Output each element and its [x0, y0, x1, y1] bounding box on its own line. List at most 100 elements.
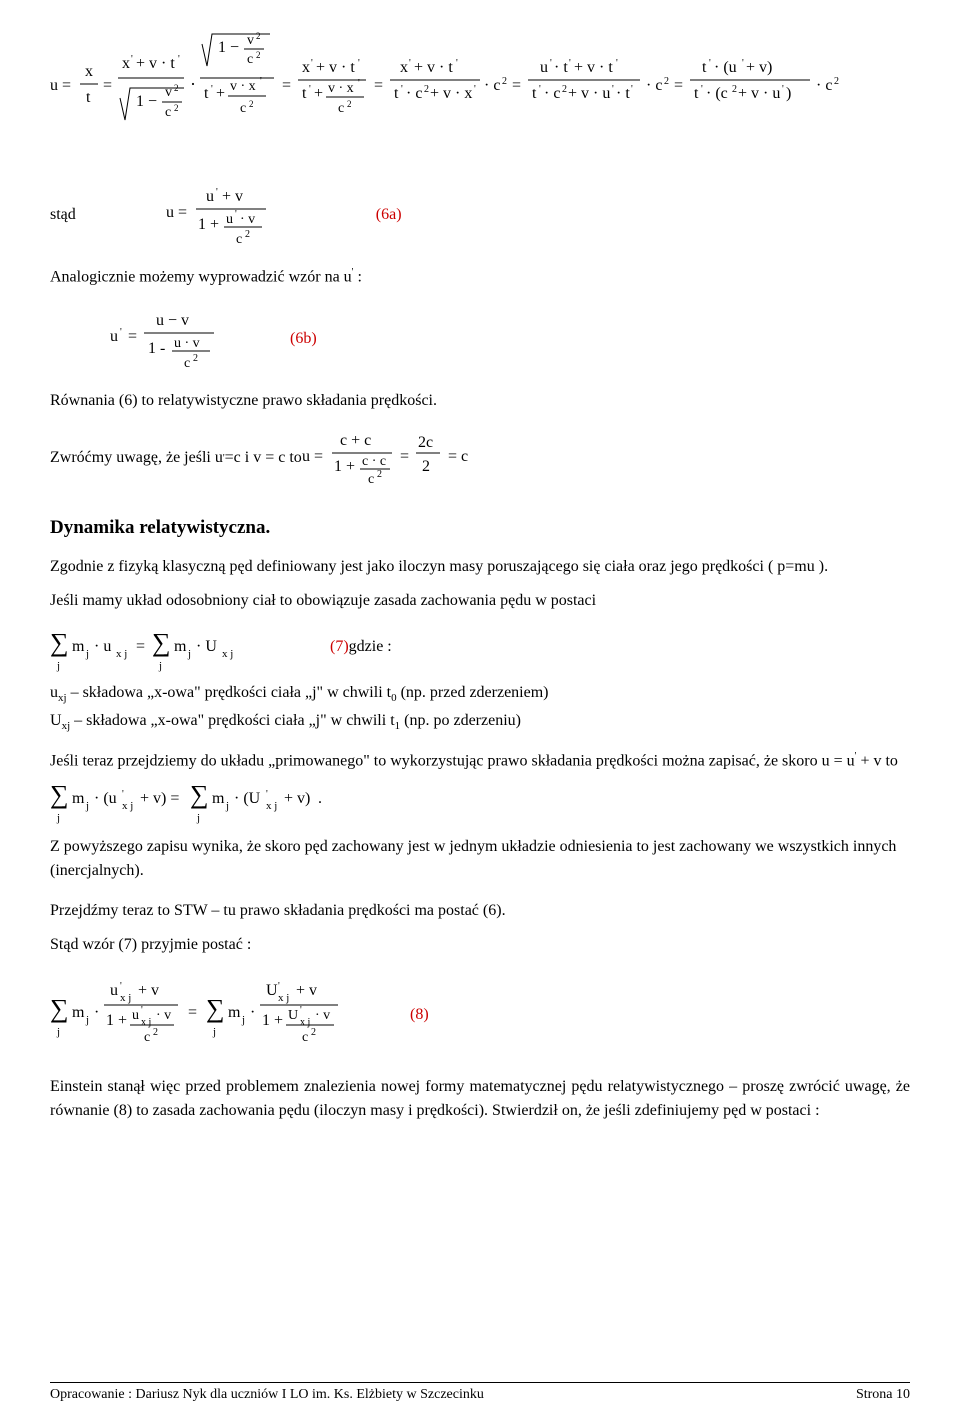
svg-text:1 −: 1 −: [218, 39, 239, 56]
svg-text:·: ·: [250, 1004, 255, 1021]
eq-7: ∑ j mj · ux j = ∑ j mj · Ux j (7) gdzie …: [50, 621, 910, 673]
svg-text:x: x: [400, 59, 408, 76]
svg-text:∑: ∑: [50, 628, 69, 657]
eq7-label: (7): [330, 636, 349, 658]
svg-text:· t: · t: [616, 85, 630, 102]
svg-text:2: 2: [562, 84, 567, 95]
svg-text:c: c: [247, 52, 253, 67]
svg-text:c: c: [302, 1030, 308, 1045]
svg-text:': ': [701, 84, 703, 95]
svg-text:': ': [178, 54, 180, 65]
zapis-text: Z powyższego zapisu wynika, że skoro pęd…: [50, 835, 910, 883]
svg-text:j: j: [85, 800, 89, 812]
svg-text:+ v): + v): [746, 59, 772, 76]
primowane-text: Jeśli teraz przejdziemy do układu „primo…: [50, 749, 910, 825]
svg-text:m: m: [72, 638, 85, 655]
svg-text:': ': [612, 84, 614, 95]
svg-text:j: j: [85, 1014, 89, 1026]
svg-text:+: +: [216, 85, 225, 102]
svg-text:· u: · u: [94, 638, 111, 655]
svg-text:': ': [141, 1005, 143, 1016]
eq-8: ∑ j mj · u'x j + v 1 + u'x j · v c2 = ∑ …: [50, 965, 910, 1065]
svg-text:j: j: [187, 648, 191, 660]
svg-text:=: =: [674, 77, 683, 94]
svg-text:': ': [401, 84, 403, 95]
svg-text:· c: · c: [646, 77, 662, 94]
svg-text:∑: ∑: [206, 994, 225, 1023]
svg-text:': ': [266, 789, 268, 800]
svg-text:+ v · x: + v · x: [430, 85, 472, 102]
svg-text:=: =: [188, 1004, 197, 1021]
svg-text:u · v: u · v: [174, 336, 200, 351]
svg-text:u: u: [110, 982, 118, 999]
svg-text:j: j: [241, 1014, 245, 1026]
svg-text:· (c: · (c: [706, 85, 728, 102]
svg-text:∑: ∑: [152, 628, 171, 657]
svg-text:+ v · u: + v · u: [738, 85, 780, 102]
svg-text:': ': [782, 84, 784, 95]
svg-text:· (u: · (u: [94, 790, 117, 807]
svg-text:': ': [539, 84, 541, 95]
svg-text:· v: · v: [240, 212, 255, 227]
eq6b-label: (6b): [290, 328, 317, 350]
svg-text:=: =: [103, 77, 112, 94]
svg-text:+ v): + v): [284, 790, 310, 807]
svg-text:t: t: [694, 85, 699, 102]
svg-text:· c: · c: [484, 77, 500, 94]
page-footer: Opracowanie : Dariusz Nyk dla uczniów I …: [50, 1382, 910, 1403]
zwrocmy-line: Zwróćmy uwagę, że jeśli u'=c i v = c to …: [50, 423, 910, 493]
svg-text:j: j: [56, 660, 60, 672]
svg-text:c + c: c + c: [340, 432, 371, 449]
svg-text:': ': [358, 78, 360, 89]
svg-text:u: u: [132, 1008, 139, 1023]
svg-text:1 +: 1 +: [106, 1012, 127, 1029]
svg-text:u: u: [226, 212, 233, 227]
uklad-text: Jeśli mamy układ odosobniony ciał to obo…: [50, 589, 910, 613]
svg-text:': ': [616, 58, 618, 69]
svg-text:': ': [235, 209, 237, 220]
svg-text:· v: · v: [315, 1008, 330, 1023]
svg-text:': ': [742, 58, 744, 69]
svg-text:x j: x j: [266, 800, 277, 812]
svg-text:2: 2: [256, 32, 261, 41]
svg-text:c: c: [165, 105, 171, 120]
svg-text:2: 2: [174, 103, 179, 113]
svg-text:=: =: [400, 448, 409, 465]
svg-text:j: j: [196, 812, 200, 824]
svg-text:· (U: · (U: [234, 790, 261, 807]
svg-text:.: .: [318, 790, 322, 807]
stad-label: stąd: [50, 204, 76, 226]
svg-text:=: =: [282, 77, 291, 94]
svg-text:· U: · U: [196, 638, 217, 655]
svg-text:t: t: [302, 85, 307, 102]
svg-text:u =: u =: [50, 77, 71, 94]
svg-text:u =: u =: [302, 448, 323, 465]
svg-text:x j: x j: [300, 1017, 310, 1028]
svg-text:c: c: [240, 101, 246, 116]
svg-text:2: 2: [311, 1027, 316, 1038]
svg-text:1 -: 1 -: [148, 340, 165, 357]
svg-text:x: x: [122, 55, 130, 72]
pmu-text: Zgodnie z fizyką klasyczną pęd definiowa…: [50, 555, 910, 579]
svg-text:+ v · t: + v · t: [136, 55, 175, 72]
svg-text:=: =: [128, 328, 137, 345]
svg-text:': ': [122, 789, 124, 800]
svg-text:2: 2: [153, 1027, 158, 1038]
svg-text:x: x: [302, 59, 310, 76]
svg-text:1 −: 1 −: [136, 93, 157, 110]
svg-text:': ': [409, 58, 411, 69]
svg-text:': ': [260, 76, 262, 87]
svg-text:+ v · t: + v · t: [316, 59, 355, 76]
svg-text:': ': [474, 84, 476, 95]
uxj-desc: uxj – składowa „x-owa" prędkości ciała „…: [50, 681, 910, 707]
svg-text:∑: ∑: [190, 780, 209, 809]
svg-text:2: 2: [502, 76, 507, 87]
svg-text:v · x: v · x: [328, 81, 354, 96]
svg-text:c: c: [184, 356, 190, 371]
svg-text:2: 2: [732, 84, 737, 95]
analog-text: Analogicznie możemy wyprowadzić wzór na …: [50, 265, 910, 289]
svg-text:': ': [120, 981, 122, 992]
derivation-chain: u = x t = x' + v · t' 1 − v2 c2 · 1 − v2…: [50, 32, 910, 157]
svg-text:x j: x j: [116, 648, 127, 660]
svg-text:2: 2: [377, 469, 382, 480]
